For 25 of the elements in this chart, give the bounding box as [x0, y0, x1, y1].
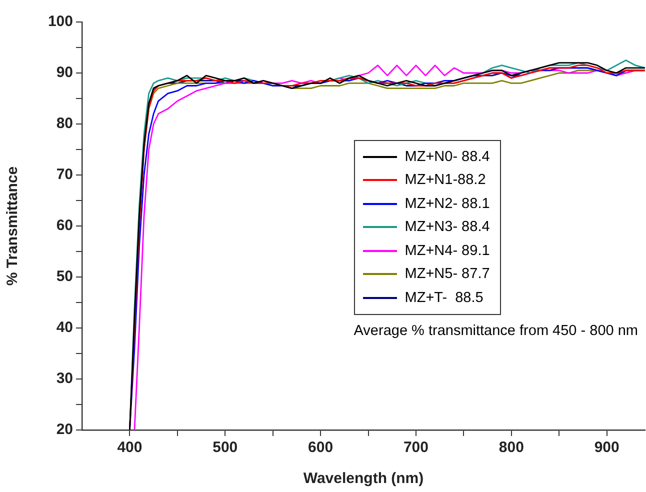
legend-label: MZ+N0- 88.4	[404, 148, 490, 165]
x-tick-label: 900	[594, 439, 620, 456]
annotation: Average % transmittance from 450 - 800 nm	[354, 322, 638, 338]
legend-label: MZ+T- 88.5	[404, 290, 484, 306]
legend-label: MZ+N2- 88.1	[404, 196, 490, 212]
y-tick-label: 20	[56, 421, 73, 438]
y-tick-label: 100	[48, 13, 73, 30]
y-axis-title: % Transmittance	[4, 166, 22, 286]
legend-label: MZ+N3- 88.4	[404, 219, 490, 236]
x-axis-title: Wavelength (nm)	[303, 470, 424, 488]
x-tick-label: 700	[403, 439, 428, 456]
x-tick-label: 800	[498, 439, 524, 456]
x-tick-label: 400	[117, 439, 142, 456]
y-tick-label: 60	[56, 217, 73, 234]
x-tick-label: 500	[212, 439, 238, 456]
legend-label: MZ+N4- 89.1	[404, 242, 490, 259]
legend-label: MZ+N5- 87.7	[404, 266, 490, 282]
legend-label: MZ+N1-88.2	[404, 172, 486, 188]
y-tick-label: 90	[56, 64, 73, 82]
y-tick-label: 30	[56, 370, 73, 388]
y-tick-label: 40	[56, 319, 73, 336]
y-tick-label: 70	[56, 166, 73, 184]
y-tick-label: 80	[56, 115, 73, 132]
x-tick-label: 600	[308, 439, 334, 456]
y-tick-label: 50	[56, 268, 73, 286]
